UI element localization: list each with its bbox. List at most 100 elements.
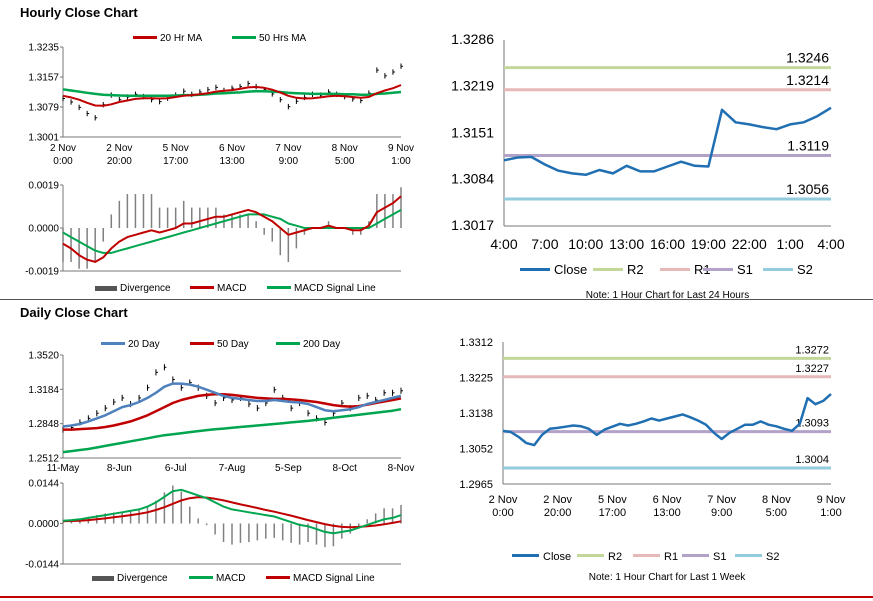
x-tick-label: 10:00 xyxy=(568,236,603,252)
legend-macd-signal-label: MACD Signal Line xyxy=(293,573,375,584)
series-macd xyxy=(62,195,402,263)
daily-y-tick-label: 1.2512 xyxy=(28,454,59,465)
pivot-y-tick-label: 1.3017 xyxy=(451,217,494,233)
series-close xyxy=(502,393,832,447)
series-macd xyxy=(62,488,402,535)
legend-r1-label: R1 xyxy=(664,551,678,563)
level-label-r1: 1.3227 xyxy=(795,363,829,375)
x-tick-label: 2 Nov xyxy=(106,143,132,154)
hourly-section-title: Hourly Close Chart xyxy=(20,5,138,20)
legend-s1-swatch xyxy=(682,554,709,557)
hourly-macd-y-tick-label: -0.0019 xyxy=(25,267,59,278)
hourly-macd-y-tick-label: 0.0000 xyxy=(28,224,59,235)
x-tick-label: 17:00 xyxy=(599,507,627,519)
pivot-y-tick-label: 1.3052 xyxy=(459,443,493,455)
x-tick-label: 1:00 xyxy=(391,156,411,167)
x-tick-label: 17:00 xyxy=(163,156,188,167)
x-tick-label: 13:00 xyxy=(653,507,681,519)
x-tick-label: 6-Jul xyxy=(165,463,187,474)
bottom-rule xyxy=(0,596,873,598)
legend-50hrs-ma-swatch xyxy=(232,36,256,39)
x-tick-label: 2 Nov xyxy=(50,143,76,154)
x-tick-label: 7 Nov xyxy=(275,143,301,154)
legend-macd-label: MACD xyxy=(217,283,246,294)
daily-macd-y-tick-label: 0.0000 xyxy=(28,519,59,530)
level-label-s2: 1.3056 xyxy=(786,181,829,197)
x-tick-label: 1:00 xyxy=(777,236,804,252)
series-50-day xyxy=(63,393,402,431)
level-label-r1: 1.3214 xyxy=(786,72,829,88)
legend-close-swatch xyxy=(512,554,539,557)
daily-macd-y-tick-label: -0.0144 xyxy=(25,560,59,571)
x-tick-label: 9:00 xyxy=(711,507,732,519)
pivot-y-tick-label: 1.3219 xyxy=(451,77,494,93)
series-50hrs-ma xyxy=(62,88,402,98)
legend-20hr-ma-label: 20 Hr MA xyxy=(160,33,203,44)
legend-macd-signal-label: MACD Signal Line xyxy=(294,283,376,294)
legend-r1-label: R1 xyxy=(694,262,711,277)
x-tick-label: 0:00 xyxy=(492,507,513,519)
legend-divergence-label: Divergence xyxy=(120,283,171,294)
pivot-y-tick-label: 1.3225 xyxy=(459,373,493,385)
x-tick-label: 6 Nov xyxy=(219,143,245,154)
series-close xyxy=(503,106,832,177)
level-label-s1: 1.3119 xyxy=(787,137,829,153)
level-label-s2: 1.3004 xyxy=(795,454,829,466)
x-tick-label: 9 Nov xyxy=(388,143,414,154)
daily-section-title: Daily Close Chart xyxy=(20,305,128,320)
pivot-y-tick-label: 1.3084 xyxy=(451,171,494,187)
legend-macd-label: MACD xyxy=(216,573,245,584)
legend-macd-swatch xyxy=(190,286,214,289)
x-tick-label: 8-Nov xyxy=(388,463,415,474)
legend-r2-label: R2 xyxy=(608,551,622,563)
legend-20-day-swatch xyxy=(101,342,125,345)
legend-s1-swatch xyxy=(703,268,733,271)
legend-s1-label: S1 xyxy=(737,262,753,277)
x-tick-label: 8 Nov xyxy=(332,143,358,154)
legend-50-day-label: 50 Day xyxy=(217,339,249,350)
x-tick-label: 5:00 xyxy=(335,156,355,167)
pivot-y-tick-label: 1.3312 xyxy=(459,337,493,349)
legend-s1-label: S1 xyxy=(713,551,726,563)
series-20-day xyxy=(62,382,402,428)
level-label-r2: 1.3246 xyxy=(786,50,829,66)
x-tick-label: 4:00 xyxy=(490,236,517,252)
x-tick-label: 20:00 xyxy=(544,507,572,519)
daily-y-tick-label: 1.3184 xyxy=(28,385,59,396)
hourly-y-tick-label: 1.3235 xyxy=(28,43,59,54)
hourly-y-tick-label: 1.3157 xyxy=(28,73,59,84)
x-tick-label: 20:00 xyxy=(107,156,132,167)
x-tick-label: 7-Aug xyxy=(219,463,246,474)
x-tick-label: 13:00 xyxy=(219,156,244,167)
legend-20-day-label: 20 Day xyxy=(128,339,160,350)
legend-close-label: Close xyxy=(554,262,587,277)
x-tick-label: 5:00 xyxy=(766,507,787,519)
daily-y-tick-label: 1.2848 xyxy=(28,419,59,430)
legend-macd-signal-swatch xyxy=(266,576,290,579)
x-tick-label: 8-Jun xyxy=(107,463,132,474)
x-tick-label: 9 Nov xyxy=(817,494,846,506)
series-macd-signal xyxy=(62,496,402,529)
level-label-r2: 1.3272 xyxy=(795,344,829,356)
x-tick-label: 19:00 xyxy=(691,236,726,252)
hourly-y-tick-label: 1.3001 xyxy=(28,133,59,144)
hourly-y-tick-label: 1.3079 xyxy=(28,103,59,114)
legend-divergence-swatch xyxy=(95,286,117,291)
pivot-y-tick-label: 1.2965 xyxy=(459,479,493,491)
legend-s2-swatch xyxy=(763,268,793,271)
legend-20hr-ma-swatch xyxy=(133,36,157,39)
x-tick-label: 1:00 xyxy=(820,507,841,519)
legend-200-day-label: 200 Day xyxy=(303,339,340,350)
x-tick-label: 5 Nov xyxy=(163,143,189,154)
legend-divergence-swatch xyxy=(92,576,114,581)
daily-macd-y-tick-label: 0.0144 xyxy=(28,479,59,490)
x-tick-label: 8-Oct xyxy=(332,463,357,474)
x-tick-label: 13:00 xyxy=(609,236,644,252)
x-tick-label: 8 Nov xyxy=(762,494,791,506)
x-tick-label: 11-May xyxy=(47,463,80,474)
legend-divergence-label: Divergence xyxy=(117,573,168,584)
x-tick-label: 4:00 xyxy=(817,236,844,252)
x-tick-label: 9:00 xyxy=(279,156,299,167)
x-tick-label: 2 Nov xyxy=(489,494,518,506)
